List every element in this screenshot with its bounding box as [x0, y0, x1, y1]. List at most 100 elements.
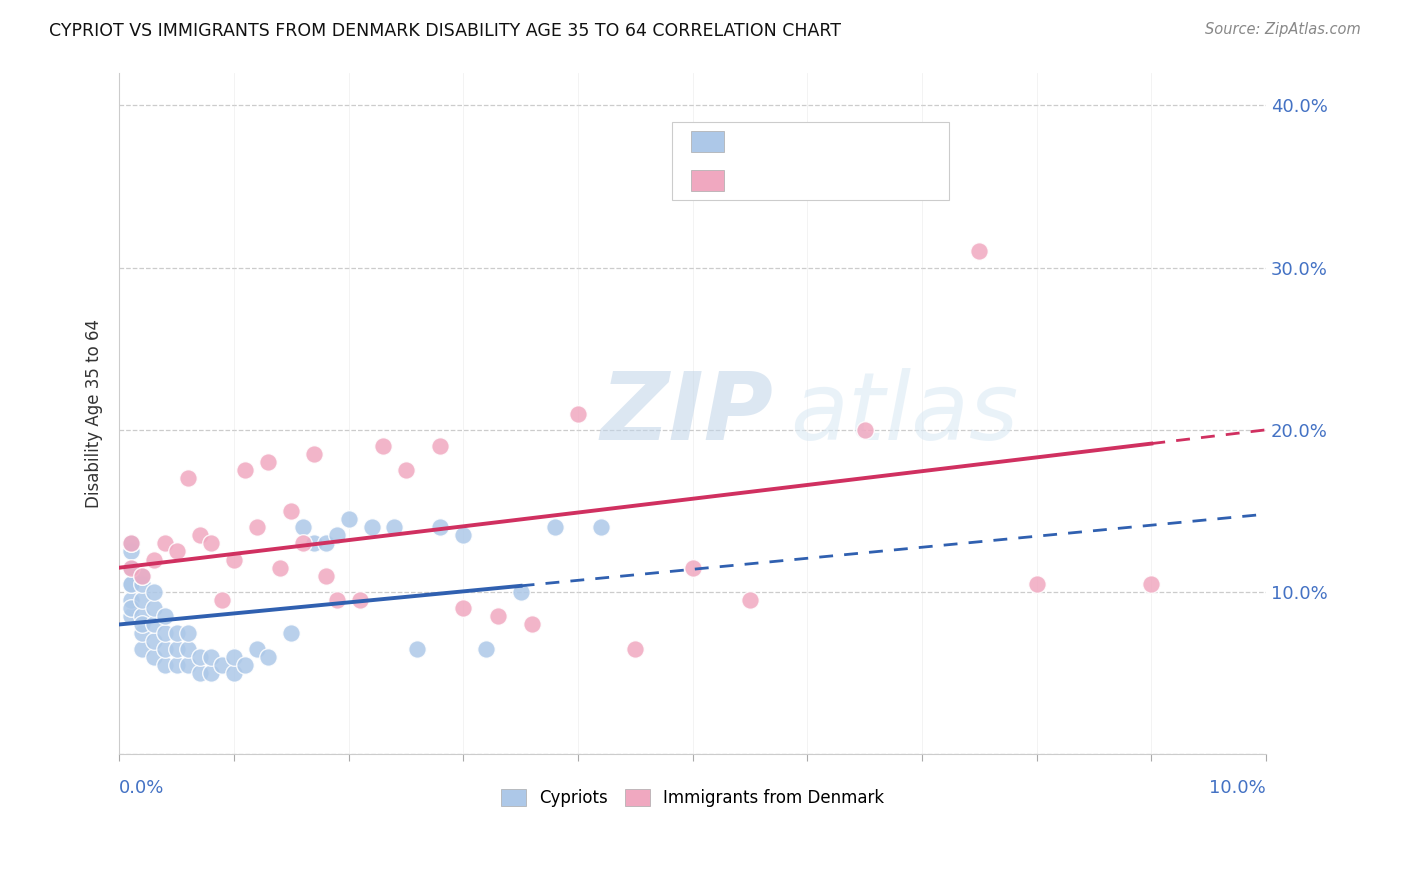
Point: [315, 536, 337, 550]
Point: [131, 609, 153, 624]
Point: [360, 520, 382, 534]
Point: [142, 617, 165, 632]
Text: N =: N =: [841, 133, 880, 151]
Point: [120, 560, 142, 574]
Point: [682, 560, 704, 574]
Point: [188, 528, 211, 542]
Point: [211, 658, 233, 673]
Point: [120, 593, 142, 607]
Point: [269, 560, 291, 574]
Point: [142, 552, 165, 566]
Point: [142, 633, 165, 648]
Point: [1025, 577, 1047, 591]
Point: [120, 577, 142, 591]
Point: [969, 244, 991, 259]
Point: [429, 439, 451, 453]
Point: [257, 455, 280, 469]
Text: 55: 55: [886, 133, 910, 151]
Point: [153, 609, 176, 624]
Text: 0.0%: 0.0%: [120, 779, 165, 797]
Point: [235, 658, 257, 673]
Text: Source: ZipAtlas.com: Source: ZipAtlas.com: [1205, 22, 1361, 37]
Point: [153, 625, 176, 640]
Legend: Cypriots, Immigrants from Denmark: Cypriots, Immigrants from Denmark: [495, 782, 891, 814]
Text: ZIP: ZIP: [600, 368, 773, 459]
Point: [509, 585, 531, 599]
Text: atlas: atlas: [790, 368, 1018, 459]
Text: N =: N =: [841, 171, 880, 189]
Point: [131, 569, 153, 583]
Point: [371, 439, 394, 453]
Point: [177, 641, 200, 656]
Point: [349, 593, 371, 607]
Point: [131, 625, 153, 640]
Point: [589, 520, 612, 534]
Point: [131, 577, 153, 591]
Point: [291, 520, 314, 534]
Point: [326, 593, 349, 607]
Y-axis label: Disability Age 35 to 64: Disability Age 35 to 64: [86, 319, 103, 508]
Text: 10.0%: 10.0%: [1209, 779, 1265, 797]
Point: [177, 625, 200, 640]
Point: [486, 609, 509, 624]
Point: [131, 641, 153, 656]
Text: 35: 35: [886, 171, 910, 189]
Point: [177, 471, 200, 485]
Point: [200, 536, 222, 550]
Point: [142, 601, 165, 615]
Point: [302, 536, 325, 550]
Point: [257, 649, 280, 664]
Point: [153, 536, 176, 550]
Point: [406, 641, 429, 656]
Point: [120, 544, 142, 558]
Point: [142, 585, 165, 599]
Text: 0.214: 0.214: [778, 171, 832, 189]
Point: [211, 593, 233, 607]
Point: [120, 601, 142, 615]
Point: [120, 560, 142, 574]
Point: [429, 520, 451, 534]
Point: [453, 601, 475, 615]
Point: [475, 641, 498, 656]
Point: [544, 520, 567, 534]
Point: [520, 617, 543, 632]
Text: R =: R =: [735, 133, 773, 151]
Point: [738, 593, 761, 607]
Point: [567, 407, 589, 421]
Point: [200, 666, 222, 681]
Point: [337, 512, 360, 526]
Point: [166, 625, 188, 640]
Point: [222, 552, 245, 566]
Point: [166, 544, 188, 558]
Point: [200, 649, 222, 664]
Point: [120, 609, 142, 624]
Point: [153, 641, 176, 656]
Point: [131, 593, 153, 607]
Point: [177, 658, 200, 673]
Point: [222, 649, 245, 664]
Point: [453, 528, 475, 542]
Point: [131, 617, 153, 632]
Point: [280, 504, 302, 518]
Point: [291, 536, 314, 550]
Point: [302, 447, 325, 461]
Point: [188, 666, 211, 681]
Point: [246, 520, 269, 534]
Point: [235, 463, 257, 477]
Point: [1140, 577, 1163, 591]
Point: [166, 658, 188, 673]
Text: 0.158: 0.158: [778, 133, 832, 151]
Point: [853, 423, 876, 437]
Point: [120, 577, 142, 591]
Point: [384, 520, 406, 534]
Point: [166, 641, 188, 656]
Point: [246, 641, 269, 656]
Text: R =: R =: [735, 171, 773, 189]
Point: [188, 649, 211, 664]
Point: [326, 528, 349, 542]
Point: [153, 658, 176, 673]
Point: [395, 463, 418, 477]
Point: [315, 569, 337, 583]
Point: [280, 625, 302, 640]
Point: [120, 536, 142, 550]
